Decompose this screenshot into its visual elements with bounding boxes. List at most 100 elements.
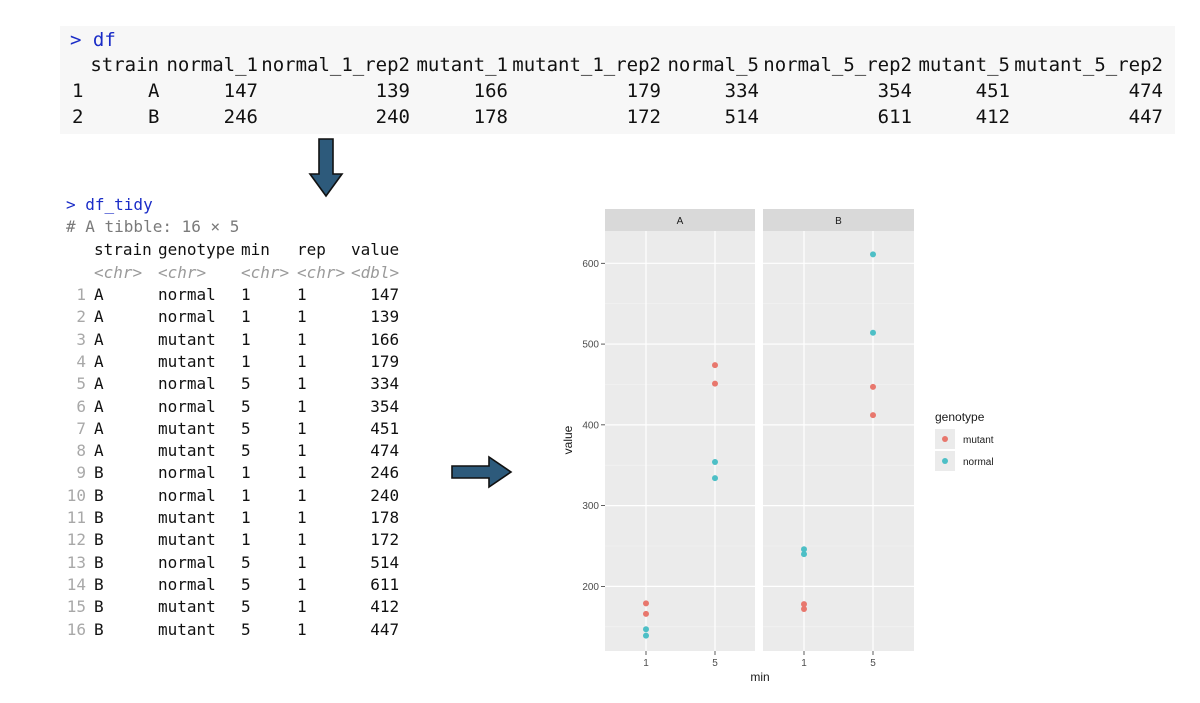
tibble-cell: 5 <box>241 396 251 416</box>
tibble-row-index: 6 <box>76 396 87 416</box>
df-row-index: 1 <box>72 80 84 102</box>
tibble-cell: mutant <box>158 597 216 617</box>
data-point-mutant <box>643 600 649 607</box>
df-col-header: normal_1_rep2 <box>261 54 410 76</box>
tibble-cell: 1 <box>241 530 251 550</box>
tibble-cell: 447 <box>370 619 400 639</box>
tibble-cell: 1 <box>297 307 307 327</box>
tibble-cell: 1 <box>297 396 307 416</box>
tibble-cell: 412 <box>370 597 400 617</box>
tibble-cell: mutant <box>158 441 216 461</box>
tibble-cell: 166 <box>370 329 400 349</box>
tibble-col-header: rep <box>297 240 326 259</box>
tibble-cell: B <box>94 597 104 617</box>
down-arrow-icon <box>308 138 344 198</box>
y-tick-label: 500 <box>582 340 599 351</box>
df-col-header: mutant_5_rep2 <box>1014 54 1163 76</box>
data-point-normal <box>712 475 718 482</box>
facet-strip <box>605 209 755 231</box>
facet-label: A <box>677 216 684 227</box>
tibble-cell: mutant <box>158 619 216 639</box>
facet-strip <box>763 209 914 231</box>
df-col-header: mutant_1_rep2 <box>512 54 661 76</box>
tibble-cell: 5 <box>241 418 251 438</box>
tibble-row-index: 2 <box>76 307 87 327</box>
tibble-cell: B <box>94 619 104 639</box>
tibble-cell: normal <box>158 396 216 416</box>
df-row: 2 B 246 240 178 172 514 611 412 447 <box>60 106 1175 130</box>
tibble-cell: 5 <box>241 574 251 594</box>
df-col-header: normal_1 <box>166 54 258 76</box>
right-arrow-icon <box>451 455 513 489</box>
legend-label: mutant <box>963 435 994 446</box>
tibble-cell: 611 <box>370 574 400 594</box>
y-tick-label: 200 <box>582 582 599 593</box>
tibble-cell: 1 <box>297 552 307 572</box>
y-tick-label: 600 <box>582 259 599 270</box>
df-cell: 611 <box>877 106 912 128</box>
tibble-cell: 1 <box>297 597 307 617</box>
df-cell: B <box>148 106 160 128</box>
data-point-mutant <box>712 362 718 369</box>
df-cell: 354 <box>877 80 912 102</box>
tibble-cell: 1 <box>297 463 307 483</box>
tibble-col-type: <dbl> <box>351 263 400 282</box>
tibble-cell: mutant <box>158 329 216 349</box>
tibble-row-index: 12 <box>66 530 87 550</box>
tibble-col-header: value <box>351 240 400 259</box>
tibble-col-header: genotype <box>158 240 236 259</box>
df-cell: 240 <box>375 106 410 128</box>
tibble-cell: 172 <box>370 530 400 550</box>
tibble-cell: 5 <box>241 552 251 572</box>
tibble-cell: 474 <box>370 441 400 461</box>
data-point-mutant <box>801 606 807 612</box>
tibble-row-index: 1 <box>76 285 87 304</box>
tibble-col-type: <chr> <box>241 263 290 282</box>
df-cell: 451 <box>975 80 1010 102</box>
df-cell: 474 <box>1128 80 1163 102</box>
tibble-cell: 147 <box>370 285 400 304</box>
tibble-row-index: 13 <box>66 552 87 572</box>
x-tick-label: 5 <box>712 658 718 669</box>
tibble-cell: A <box>94 351 104 371</box>
tibble-cell: A <box>94 307 104 327</box>
tibble-col-header: min <box>241 240 270 259</box>
tibble-cell: 1 <box>241 463 251 483</box>
data-point-normal <box>643 632 649 639</box>
legend-swatch-mutant <box>942 436 948 442</box>
tibble-row-index: 10 <box>66 485 87 505</box>
tibble-cell: 1 <box>297 374 307 394</box>
y-tick-label: 300 <box>582 501 599 512</box>
df-cell: 172 <box>626 106 661 128</box>
tibble-col-header: strain <box>94 240 152 259</box>
tibble-row-index: 3 <box>76 329 87 349</box>
tibble-row-index: 7 <box>76 418 87 438</box>
tibble-row-index: 5 <box>76 374 87 394</box>
tibble-cell: normal <box>158 374 216 394</box>
tibble-cell: 179 <box>370 351 400 371</box>
df-col-header: normal_5 <box>667 54 759 76</box>
data-point-mutant <box>870 383 876 390</box>
tibble-cell: mutant <box>158 351 216 371</box>
tibble-cell: 246 <box>370 463 400 483</box>
tibble-cell: 334 <box>370 374 400 394</box>
tibble-row-index: 4 <box>76 351 87 371</box>
df-col-header: mutant_1 <box>416 54 508 76</box>
tibble-cell: A <box>94 418 104 438</box>
df-console: > df strain normal_1 normal_1_rep2 mutant_1… <box>60 26 1175 134</box>
tibble-row-index: 9 <box>76 463 87 483</box>
tibble-cell: 1 <box>241 285 251 304</box>
tibble-cell: 5 <box>241 374 251 394</box>
tibble-cell: A <box>94 374 104 394</box>
data-point-mutant <box>870 412 876 419</box>
data-point-normal <box>870 251 876 258</box>
df-cell: 166 <box>473 80 508 102</box>
df-cell: 514 <box>724 106 759 128</box>
df-cell: 447 <box>1128 106 1163 128</box>
tibble-cell: normal <box>158 285 216 304</box>
df-col-header: normal_5_rep2 <box>763 54 912 76</box>
tibble-cell: 1 <box>297 485 307 505</box>
tibble-cell: 354 <box>370 396 400 416</box>
tibble-cell: A <box>94 329 104 349</box>
df-cell: 179 <box>626 80 661 102</box>
